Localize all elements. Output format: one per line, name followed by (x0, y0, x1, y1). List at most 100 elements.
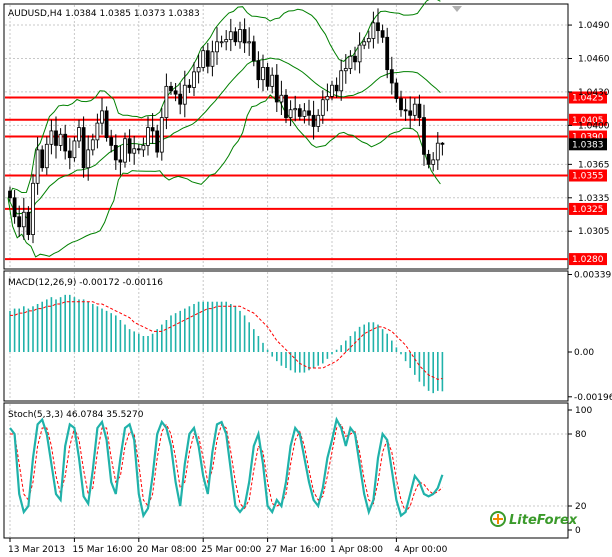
candle-body (348, 55, 353, 69)
candle-body (422, 117, 426, 155)
liteforex-logo: LiteForex (490, 511, 578, 528)
candle-body (205, 50, 210, 67)
candle-body (100, 110, 104, 124)
candle-body (146, 127, 150, 146)
candle-body (26, 211, 31, 235)
candle-body (242, 29, 247, 44)
price-tick-label: 1.0400 (578, 121, 610, 131)
candle-body (307, 110, 311, 116)
stoch-tick-label: 20 (575, 502, 587, 512)
candle-body (141, 145, 146, 151)
candle-body (385, 36, 390, 71)
candle-body (371, 22, 376, 39)
candle-body (40, 149, 45, 169)
stoch-tick-label: 0 (575, 526, 581, 536)
candle-body (90, 139, 95, 151)
current-price-tag (569, 138, 607, 151)
macd-series (9, 294, 444, 394)
candle-body (233, 31, 238, 43)
candle-body (302, 110, 307, 117)
candle-body (339, 70, 344, 92)
candle-body (238, 29, 242, 43)
candle-body (118, 159, 123, 163)
candle-body (81, 127, 86, 169)
level-tag-label: 1.0325 (572, 205, 604, 215)
candle-body (376, 22, 380, 32)
candle-body (178, 93, 183, 105)
time-tick-label: 4 Apr 00:00 (394, 545, 447, 555)
time-tick-label: 25 Mar 00:00 (201, 545, 261, 555)
time-axis: 13 Mar 2013 15 Mar 16:00 20 Mar 08:00 25 Ma… (8, 538, 448, 555)
bollinger-bands (7, 0, 441, 258)
candle-body (316, 114, 321, 127)
candle-body (169, 85, 173, 92)
stoch-tick-label: 100 (575, 406, 592, 416)
candle-body (8, 190, 12, 199)
candle-body (67, 150, 72, 159)
stoch-panel[interactable] (3, 402, 569, 539)
macd-signal-line (10, 301, 443, 380)
candle-body (366, 38, 371, 43)
price-tick-label: 1.0430 (578, 88, 610, 98)
candle-body (284, 94, 288, 118)
candle-body (182, 84, 187, 105)
candle-body (54, 130, 58, 146)
candle-body (187, 84, 192, 88)
macd-tick-label: 0.00339 (574, 271, 611, 281)
stoch-signal-line (10, 423, 443, 514)
candle-body (58, 133, 63, 146)
candle-body (261, 67, 265, 81)
macd-header: MACD(12,26,9) -0.00172 -0.00116 (8, 278, 163, 288)
level-tag (569, 91, 607, 104)
bollinger-middle (7, 57, 441, 219)
candle-body (325, 95, 330, 101)
stoch-series (9, 416, 444, 519)
level-tag-label: 1.0355 (572, 172, 604, 182)
level-tag-label: 1.0425 (572, 93, 604, 103)
candle-body (210, 51, 215, 67)
candle-body (343, 68, 348, 72)
level-tag-label: 1.0390 (572, 133, 604, 143)
candle-body (86, 149, 91, 169)
candle-body (399, 98, 403, 111)
candle-body (297, 108, 302, 117)
candle-body (95, 122, 100, 141)
candle-body (113, 145, 118, 161)
level-tag-label: 1.0405 (572, 116, 604, 126)
candle-body (173, 90, 178, 95)
candle-body (362, 41, 367, 46)
candle-body (35, 149, 40, 184)
candle-body (12, 197, 17, 218)
candle-body (159, 117, 164, 153)
candle-body (219, 41, 224, 44)
level-tag (569, 253, 607, 266)
price-axis: 1.04901.04601.04301.04001.03651.03351.03… (568, 21, 612, 536)
candle-body (288, 109, 293, 118)
candle-body (104, 110, 109, 139)
candle-body (164, 85, 169, 118)
candle-body (311, 114, 316, 127)
shift-marker-icon[interactable] (452, 6, 462, 12)
candle-body (247, 41, 252, 44)
candle-body (215, 41, 219, 53)
candle-body (63, 133, 68, 152)
level-tag (569, 202, 607, 215)
candle-body (330, 84, 334, 97)
macd-tick-label: 0.00 (574, 348, 594, 358)
candle-body (228, 31, 233, 40)
price-tick-label: 1.0490 (578, 21, 610, 31)
candle-body (49, 130, 54, 145)
candle-body (440, 142, 445, 145)
candle-body (435, 142, 440, 161)
candle-body (155, 130, 160, 153)
candle-body (426, 153, 431, 165)
candle-body (270, 74, 275, 87)
price-tick-label: 1.0365 (578, 160, 610, 170)
candle-body (380, 30, 385, 38)
candle-body (389, 69, 394, 84)
time-tick-label: 1 Apr 08:00 (330, 545, 383, 555)
current-price-label: 1.0383 (572, 140, 604, 150)
candle-body (127, 138, 132, 154)
candle-body (293, 108, 298, 111)
